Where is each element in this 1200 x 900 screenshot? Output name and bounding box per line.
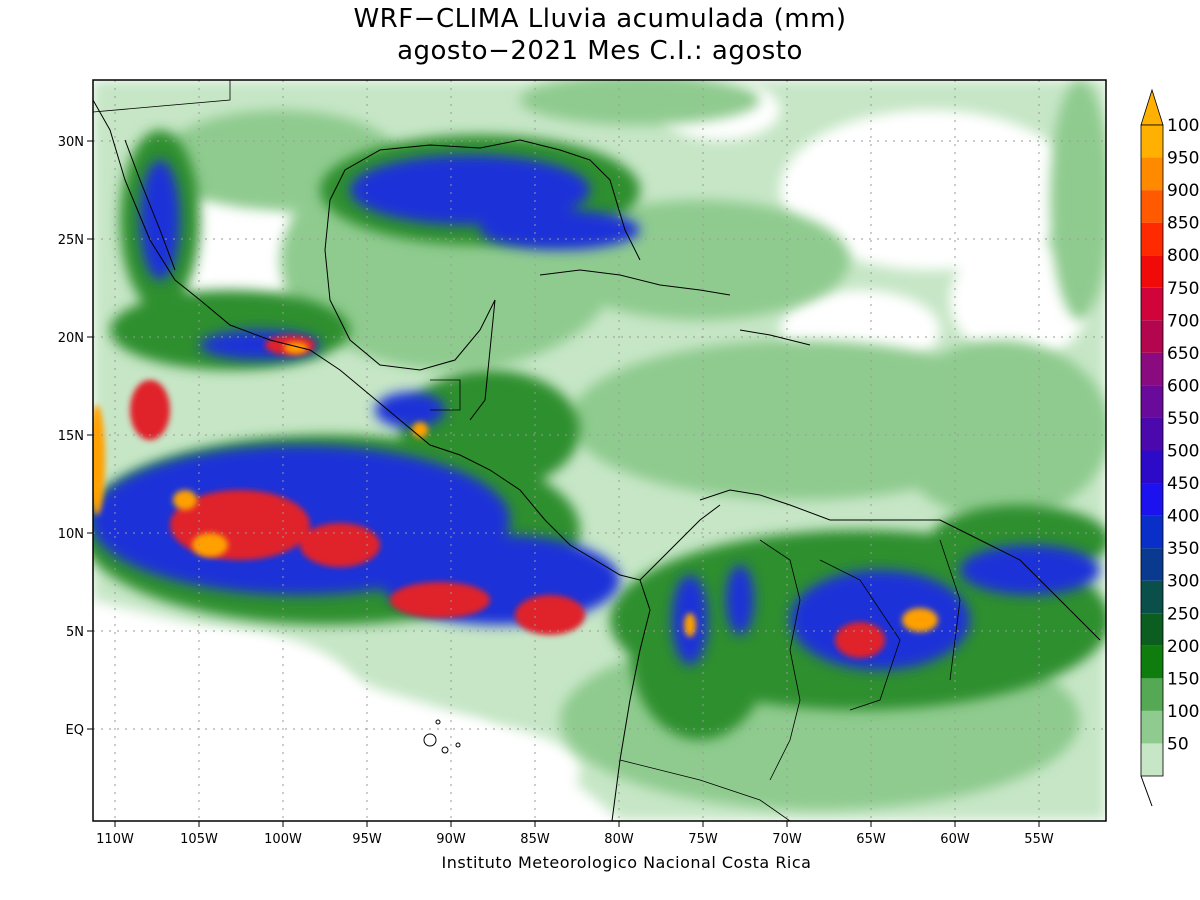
x-tick-100w: 100W [264,832,302,847]
colorbar-swatch-850 [1141,222,1163,256]
map-border [92,79,1107,822]
precipitation-colorbar: 50 100 150 200 250 300 350 400 450 500 550 600 650 70… [1140,88,1200,807]
x-tick-110w: 110W [96,832,134,847]
colorbar-label-1000: 1000 [1167,116,1200,136]
y-tick-5n: 5N [66,625,84,640]
colorbar-swatch-650 [1141,352,1163,386]
colorbar-label-500: 500 [1167,442,1199,462]
x-tick-65w: 65W [856,832,886,847]
colorbar-label-300: 300 [1167,572,1199,592]
x-tick-95w: 95W [352,832,382,847]
credit-text: Instituto Meteorologico Nacional Costa R… [441,853,812,872]
colorbar-label-650: 650 [1167,344,1199,364]
colorbar-label-350: 350 [1167,539,1199,559]
y-tick-eq: EQ [66,723,84,738]
colorbar-label-750: 750 [1167,279,1199,299]
coastlines [93,99,1101,821]
colorbar-label-50: 50 [1167,734,1189,754]
colorbar-swatch-550 [1141,417,1163,451]
colorbar-label-200: 200 [1167,637,1199,657]
colorbar-swatch-800 [1141,255,1163,288]
colorbar-max-arrow [1140,88,1164,126]
colorbar-label-100: 100 [1167,702,1199,722]
colorbar-swatch-600 [1141,385,1163,418]
y-axis-labels: 30N 25N 20N 15N 10N 5N EQ [58,135,84,738]
x-tick-70w: 70W [772,832,802,847]
x-tick-60w: 60W [940,832,970,847]
colorbar-swatch-450 [1141,483,1163,516]
colorbar-swatch-700 [1141,320,1163,353]
country-borders [93,80,961,821]
x-axis-labels: 110W 105W 100W 95W 90W 85W 80W 75W 70W 6… [96,832,1054,847]
orange-peak-rain [93,342,938,637]
y-tick-25n: 25N [58,233,84,248]
map-title-line2: agosto−2021 Mes C.I.: agosto [397,36,803,66]
colorbar-label-600: 600 [1167,376,1199,396]
colorbar-label-800: 800 [1167,246,1199,266]
y-tick-10n: 10N [58,527,84,542]
galapagos-islands [423,719,461,754]
colorbar-label-250: 250 [1167,604,1199,624]
colorbar-swatch-400 [1141,515,1163,549]
colorbar-label-850: 850 [1167,214,1199,234]
colorbar-label-950: 950 [1167,149,1199,169]
colorbar-swatch-950 [1141,157,1163,191]
y-tick-30n: 30N [58,135,84,150]
colorbar-label-150: 150 [1167,669,1199,689]
x-tick-90w: 90W [436,832,466,847]
colorbar-swatch-300 [1141,580,1163,614]
colorbar-swatch-1000 [1141,125,1163,158]
y-tick-15n: 15N [58,429,84,444]
x-tick-80w: 80W [604,832,634,847]
colorbar-swatch-200 [1141,645,1163,679]
colorbar-swatch-100 [1141,710,1163,744]
x-tick-75w: 75W [688,832,718,847]
colorbar-swatch-750 [1141,287,1163,321]
colorbar-swatch-350 [1141,548,1163,581]
y-tick-20n: 20N [58,331,84,346]
rainfall-field [93,80,1106,821]
x-tick-55w: 55W [1024,832,1054,847]
axis-ticks [87,140,1040,827]
colorbar-label-900: 900 [1167,181,1199,201]
map-title-line1: WRF−CLIMA Lluvia acumulada (mm) [353,4,847,34]
colorbar-swatch-150 [1141,678,1163,711]
colorbar-swatch-900 [1141,190,1163,223]
colorbar-label-400: 400 [1167,507,1199,527]
colorbar-swatch-500 [1141,450,1163,484]
colorbar-label-450: 450 [1167,474,1199,494]
colorbar-swatch-50 [1141,743,1163,776]
colorbar-swatch-250 [1141,613,1163,646]
x-tick-105w: 105W [180,832,218,847]
colorbar-label-550: 550 [1167,409,1199,429]
x-tick-85w: 85W [520,832,550,847]
colorbar-label-700: 700 [1167,311,1199,331]
